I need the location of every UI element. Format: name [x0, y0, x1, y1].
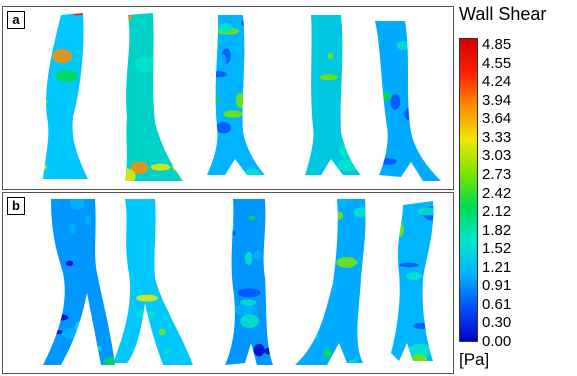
panel-label-a: a	[7, 11, 25, 29]
colorbar-tick: 2.42	[482, 184, 512, 202]
vessel-b-5	[391, 201, 434, 361]
vessel-a-2	[125, 13, 183, 181]
colorbar-tick: 0.61	[482, 295, 512, 313]
colorbar-tick: 0.30	[482, 314, 512, 332]
legend-title: Wall Shear	[459, 4, 547, 24]
panel-b-vessels	[43, 199, 434, 365]
colorbar-tick: 1.52	[482, 240, 512, 258]
vessel-b-3	[225, 199, 273, 365]
vessel-a-5	[375, 21, 441, 181]
colorbar	[459, 38, 478, 342]
panel-a: a	[2, 6, 454, 190]
vessel-a-1	[43, 13, 88, 179]
colorbar-tick: 2.12	[482, 203, 512, 221]
panel-a-vessels	[43, 13, 441, 181]
colorbar-tick: 4.55	[482, 54, 512, 72]
panel-label-b: b	[7, 197, 25, 215]
colorbar-tick: 2.73	[482, 165, 512, 183]
colorbar-tick: 3.94	[482, 91, 512, 109]
vessel-b-1	[43, 199, 115, 365]
colorbar-tick: 0.91	[482, 277, 512, 295]
colorbar-tick: 3.33	[482, 128, 512, 146]
vessel-b-2	[113, 199, 193, 365]
vessel-a-3	[207, 15, 265, 175]
colorbar-tick: 1.82	[482, 221, 512, 239]
colorbar-tick: 4.24	[482, 73, 512, 91]
vessel-a-4	[305, 15, 361, 175]
colorbar-tick: 0.00	[482, 333, 512, 350]
colorbar-tick: 3.03	[482, 147, 512, 165]
legend-unit: [Pa]	[459, 350, 490, 369]
vessel-b-4	[295, 199, 366, 365]
colorbar-tick: 4.85	[482, 36, 512, 53]
colorbar-tick: 1.21	[482, 258, 512, 276]
colorbar-tick: 3.64	[482, 110, 512, 128]
panel-b: b	[2, 192, 454, 374]
